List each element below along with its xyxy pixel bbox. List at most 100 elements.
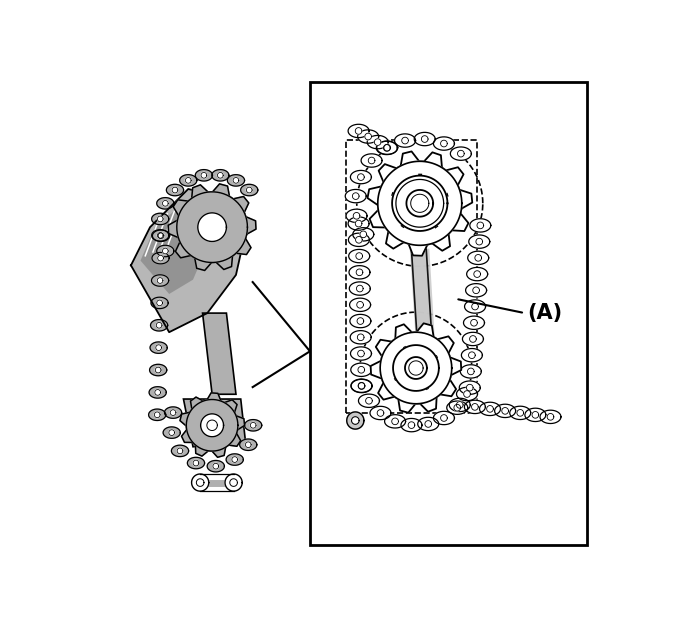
Polygon shape [547,414,554,420]
Polygon shape [225,474,242,491]
Polygon shape [476,238,483,245]
Polygon shape [440,415,447,422]
Polygon shape [155,412,160,418]
Polygon shape [365,133,371,140]
Polygon shape [152,229,169,241]
Polygon shape [456,388,477,401]
Polygon shape [371,323,461,413]
Polygon shape [449,398,471,412]
Polygon shape [152,213,169,224]
Polygon shape [202,313,236,394]
Polygon shape [155,389,161,396]
Polygon shape [156,322,162,328]
Polygon shape [409,361,423,375]
Polygon shape [466,384,473,391]
Polygon shape [187,458,205,469]
Polygon shape [350,330,371,344]
Polygon shape [502,407,508,414]
Polygon shape [176,192,248,262]
Polygon shape [462,332,484,346]
Polygon shape [345,190,366,203]
Polygon shape [157,300,163,306]
Polygon shape [358,383,365,389]
Polygon shape [157,278,163,283]
Polygon shape [466,283,486,297]
Polygon shape [164,407,182,419]
Polygon shape [380,332,451,404]
Polygon shape [350,314,371,328]
Polygon shape [356,269,363,276]
Polygon shape [350,282,370,295]
Polygon shape [183,399,246,447]
Polygon shape [352,193,359,200]
Polygon shape [367,135,389,149]
Polygon shape [475,254,482,261]
Polygon shape [471,404,478,410]
Polygon shape [349,249,369,263]
Polygon shape [158,233,164,239]
Polygon shape [462,348,482,362]
Polygon shape [151,297,168,309]
Polygon shape [464,391,471,397]
Polygon shape [473,287,479,294]
Polygon shape [227,175,245,186]
Polygon shape [218,172,223,178]
Polygon shape [396,179,444,227]
Polygon shape [207,461,224,472]
Polygon shape [464,316,484,329]
Polygon shape [384,144,390,151]
Polygon shape [131,189,246,332]
Polygon shape [486,405,493,412]
Polygon shape [532,412,539,418]
Polygon shape [353,228,373,241]
Polygon shape [459,381,480,394]
Polygon shape [166,184,183,196]
Polygon shape [158,255,163,261]
Polygon shape [149,387,166,398]
Polygon shape [368,157,375,164]
Polygon shape [464,401,486,414]
Polygon shape [232,457,237,463]
Polygon shape [185,177,191,184]
Polygon shape [150,319,168,331]
Polygon shape [408,422,415,428]
Polygon shape [212,170,229,181]
Polygon shape [392,175,447,231]
Polygon shape [168,184,256,270]
Polygon shape [370,406,391,420]
Polygon shape [245,420,262,431]
Polygon shape [192,474,209,491]
Polygon shape [356,285,363,292]
Polygon shape [358,350,365,357]
Polygon shape [357,317,364,324]
Polygon shape [358,130,379,143]
Polygon shape [350,170,371,184]
Polygon shape [470,219,491,232]
Polygon shape [471,319,477,326]
Polygon shape [517,410,523,416]
Polygon shape [172,187,178,193]
Polygon shape [348,233,369,247]
Polygon shape [360,231,367,237]
Polygon shape [358,383,365,389]
Polygon shape [393,345,439,391]
Polygon shape [357,301,363,308]
Polygon shape [152,252,169,264]
Polygon shape [510,406,531,420]
Polygon shape [156,345,161,350]
Polygon shape [150,365,167,376]
Polygon shape [177,448,183,454]
Polygon shape [392,418,398,425]
Polygon shape [162,200,168,206]
Polygon shape [196,170,213,181]
Polygon shape [467,368,474,374]
Polygon shape [355,220,362,227]
Polygon shape [351,379,372,392]
Polygon shape [402,137,408,144]
Polygon shape [495,404,516,417]
Polygon shape [450,147,471,161]
Polygon shape [358,174,365,180]
Polygon shape [474,271,480,277]
Polygon shape [525,408,546,422]
Polygon shape [460,365,482,378]
